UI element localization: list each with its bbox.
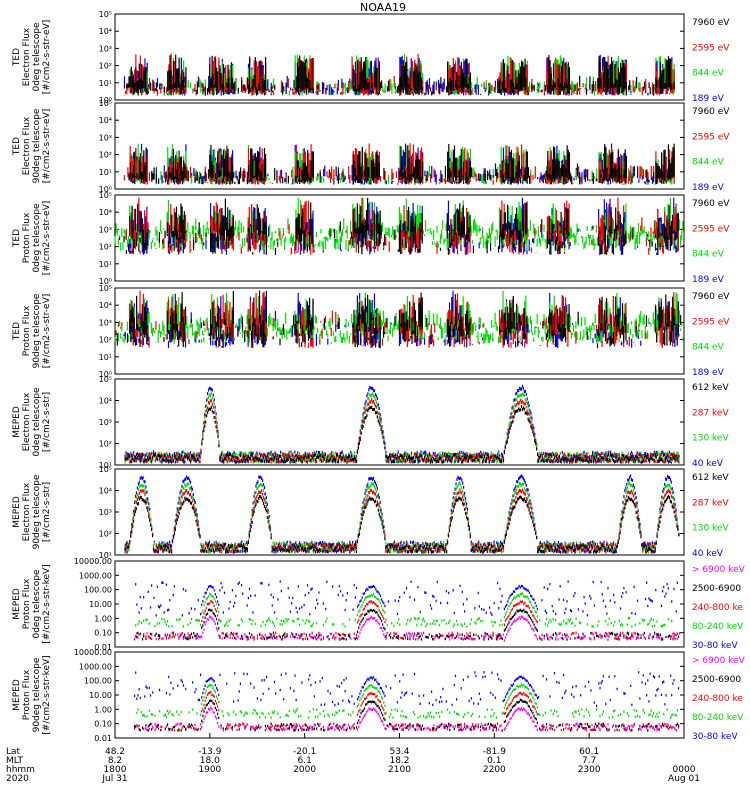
- y-tick-label: 10³: [99, 225, 112, 234]
- legend-label: 189 eV: [692, 183, 725, 193]
- y-tick-label: 10¹: [99, 353, 112, 362]
- legend-label: 2595 eV: [692, 317, 730, 327]
- legend-label: 844 eV: [692, 69, 725, 79]
- y-axis-label-line: 90deg telescope: [32, 293, 42, 368]
- legend-label: 7960 eV: [692, 18, 730, 28]
- y-axis-label-line: TED: [12, 322, 22, 341]
- y-tick-label: 10²: [99, 336, 112, 345]
- y-axis-label: TEDElectron Flux90deg telescope[#/cm2-s-…: [12, 108, 52, 183]
- y-tick-label: 10³: [99, 44, 112, 53]
- y-tick-label: 10¹: [99, 168, 112, 177]
- legend-label: 189 eV: [692, 275, 725, 285]
- chart-title: NOAA19: [360, 1, 406, 14]
- y-tick-label: 10¹: [99, 260, 112, 269]
- y-axis-label-line: 0deg telescope: [32, 203, 42, 273]
- y-axis-label-line: [#/cm2-s-str-eV]: [42, 294, 52, 369]
- y-tick-label: 10²: [99, 151, 112, 160]
- y-axis-label-line: Proton Flux: [22, 212, 32, 263]
- y-tick-label: 10⁴: [99, 116, 112, 125]
- y-tick-label: 10²: [99, 62, 112, 71]
- y-tick-label: 10⁴: [99, 27, 112, 36]
- y-axis-label-line: [#/cm2-s-str-eV]: [42, 109, 52, 184]
- y-axis-label-line: TED: [12, 48, 22, 67]
- y-tick-label: 10³: [99, 133, 112, 142]
- y-tick-label: 10⁵: [99, 99, 112, 108]
- legend-label: 189 eV: [692, 94, 725, 104]
- y-axis-label-line: Electron Flux: [22, 116, 32, 175]
- panel-1: TEDElectron Flux0deg telescope[#/cm2-s-s…: [12, 10, 730, 105]
- legend-label: 2595 eV: [692, 43, 730, 53]
- y-axis-label-line: 90deg telescope: [32, 108, 42, 183]
- legend-label: 844 eV: [692, 158, 725, 168]
- y-axis-label-line: Proton Flux: [22, 305, 32, 356]
- y-axis-label-line: [#/cm2-s-str-eV]: [42, 201, 52, 276]
- panel-3: TEDProton Flux0deg telescope[#/cm2-s-str…: [12, 191, 730, 286]
- y-tick-label: 10³: [99, 318, 112, 327]
- y-axis-label-line: TED: [12, 229, 22, 248]
- y-tick-label: 10⁵: [99, 284, 112, 293]
- legend-label: 2595 eV: [692, 132, 730, 142]
- y-axis-label-line: TED: [12, 137, 22, 156]
- legend-label: 2595 eV: [692, 224, 730, 234]
- y-tick-label: 10⁵: [99, 191, 112, 200]
- y-tick-label: 10⁴: [99, 208, 112, 217]
- y-tick-label: 10¹: [99, 79, 112, 88]
- legend-label: 844 eV: [692, 250, 725, 260]
- legend-label: 7960 eV: [692, 199, 730, 209]
- panel-4: TEDProton Flux90deg telescope[#/cm2-s-st…: [12, 284, 730, 379]
- y-axis-label: TEDProton Flux0deg telescope[#/cm2-s-str…: [12, 201, 52, 276]
- y-axis-label-line: 0deg telescope: [32, 22, 42, 92]
- legend-label: 7960 eV: [692, 107, 730, 117]
- y-tick-label: 10²: [99, 243, 112, 252]
- y-axis-label-line: [#/cm2-s-str-eV]: [42, 20, 52, 95]
- panel-2: TEDElectron Flux90deg telescope[#/cm2-s-…: [12, 99, 730, 194]
- y-axis-label: TEDElectron Flux0deg telescope[#/cm2-s-s…: [12, 20, 52, 95]
- legend-label: 189 eV: [692, 368, 725, 378]
- legend-label: 844 eV: [692, 343, 725, 353]
- y-tick-label: 10⁵: [99, 10, 112, 19]
- y-axis-label: TEDProton Flux90deg telescope[#/cm2-s-st…: [12, 293, 52, 368]
- panels: TEDElectron Flux0deg telescope[#/cm2-s-s…: [12, 10, 746, 743]
- legend-label: 7960 eV: [692, 292, 730, 302]
- y-axis-label-line: Electron Flux: [22, 27, 32, 86]
- y-tick-label: 10⁴: [99, 301, 112, 310]
